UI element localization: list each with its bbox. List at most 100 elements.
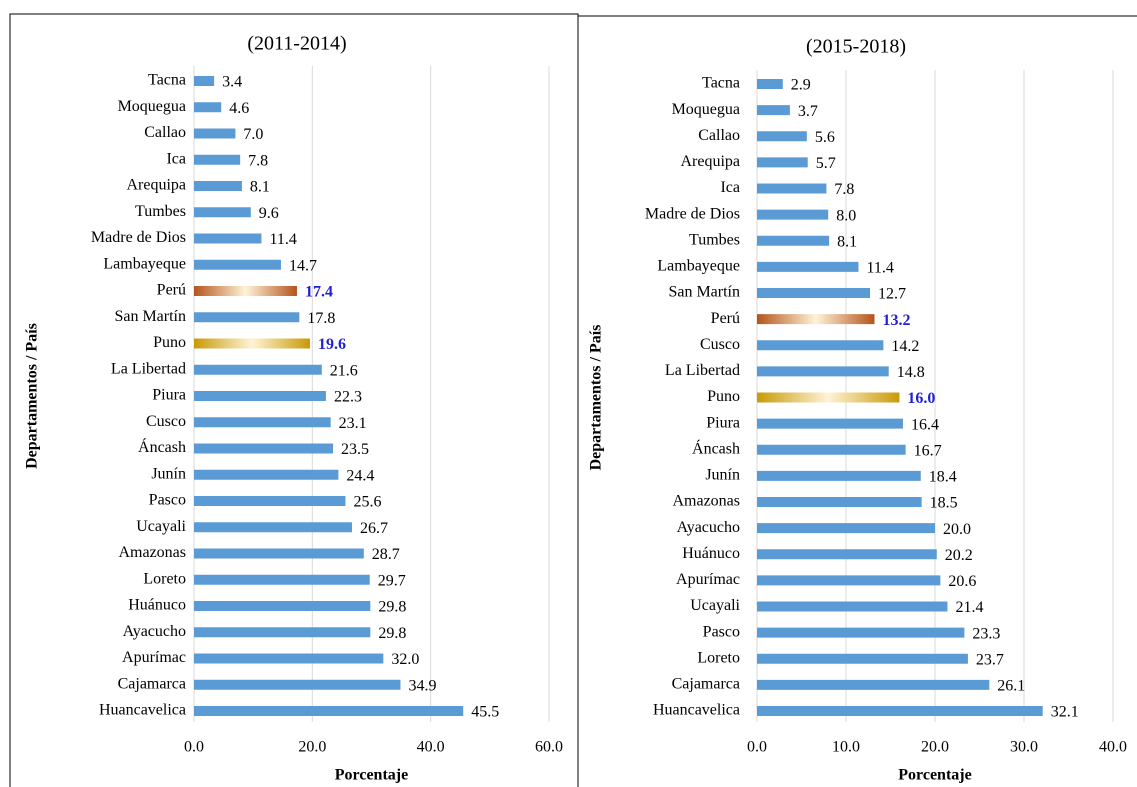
- x-axis-title: Porcentaje: [335, 767, 408, 784]
- y-tick-label: Huancavelica: [653, 702, 740, 719]
- bar: [194, 627, 371, 638]
- value-label: 23.3: [972, 625, 1000, 642]
- value-label: 32.1: [1051, 704, 1079, 721]
- y-tick-label: Cajamarca: [118, 675, 186, 692]
- bar: [757, 183, 827, 194]
- y-tick-label: Loreto: [143, 570, 186, 587]
- value-label: 16.4: [911, 416, 939, 433]
- value-label: 18.5: [930, 495, 958, 512]
- y-tick-label: Pasco: [149, 492, 186, 509]
- value-label: 26.7: [360, 520, 388, 537]
- value-label: 12.7: [878, 286, 906, 303]
- bar: [757, 105, 790, 116]
- bar: [757, 549, 937, 560]
- y-tick-label: Huánuco: [682, 545, 740, 562]
- y-tick-label: Perú: [711, 310, 740, 327]
- value-label: 23.7: [976, 651, 1004, 668]
- value-label: 7.0: [243, 126, 263, 143]
- value-label: 3.7: [798, 103, 818, 120]
- value-label: 2.9: [791, 77, 811, 94]
- y-tick-label: Pasco: [703, 623, 740, 640]
- value-label: 28.7: [372, 546, 400, 563]
- value-label: 24.4: [346, 467, 374, 484]
- y-tick-label: Madre de Dios: [91, 229, 186, 246]
- y-tick-label: Tumbes: [689, 231, 740, 248]
- bar: [757, 418, 903, 429]
- bar: [757, 79, 783, 89]
- bar: [194, 391, 326, 401]
- value-label: 14.2: [891, 338, 919, 355]
- bar: [757, 601, 948, 612]
- value-label: 14.7: [289, 257, 317, 274]
- y-tick-label: Lambayeque: [657, 258, 740, 275]
- y-tick-label: San Martín: [668, 284, 740, 301]
- bar: [757, 288, 871, 298]
- bar: [757, 157, 808, 168]
- y-tick-label: Amazonas: [672, 493, 740, 510]
- y-tick-label: Piura: [706, 414, 740, 431]
- panel-border: [577, 15, 1137, 787]
- value-label: 7.8: [834, 181, 854, 198]
- chart-title: (2015-2018): [806, 36, 906, 58]
- bar: [757, 209, 829, 220]
- value-label: 5.7: [816, 155, 836, 172]
- value-label: 45.5: [471, 704, 499, 721]
- bar: [194, 679, 401, 690]
- bar: [757, 627, 965, 638]
- x-tick-label: 10.0: [832, 739, 860, 756]
- value-label: 17.4: [305, 284, 333, 301]
- x-tick-label: 60.0: [535, 739, 563, 756]
- value-label: 32.0: [391, 651, 419, 668]
- bar: [194, 154, 241, 165]
- bar: [757, 366, 889, 377]
- y-tick-label: Cusco: [700, 336, 740, 353]
- y-tick-label: Loreto: [697, 649, 740, 666]
- bar: [757, 679, 990, 690]
- value-label: 5.6: [815, 129, 835, 146]
- value-label: 8.0: [836, 207, 856, 224]
- y-tick-label: Callao: [698, 127, 740, 144]
- y-tick-label: Ayacucho: [677, 519, 740, 536]
- bar: [194, 653, 384, 664]
- value-label: 11.4: [269, 231, 296, 248]
- y-tick-label: Arequipa: [680, 153, 740, 170]
- value-label: 29.8: [378, 599, 406, 616]
- value-label: 29.7: [378, 572, 406, 589]
- y-tick-label: Arequipa: [126, 177, 186, 194]
- y-tick-label: Junín: [151, 465, 186, 482]
- value-label: 13.2: [882, 312, 910, 329]
- y-tick-label: Puno: [153, 334, 186, 351]
- bar: [757, 314, 875, 325]
- bar: [194, 706, 464, 716]
- bar: [757, 653, 968, 664]
- bar: [194, 286, 297, 296]
- value-label: 8.1: [837, 233, 857, 250]
- y-axis-title: Departamentos / País: [588, 325, 605, 471]
- value-label: 21.4: [955, 599, 983, 616]
- value-label: 16.7: [914, 442, 942, 459]
- y-tick-label: Huánuco: [128, 597, 186, 614]
- y-tick-label: Tacna: [148, 72, 186, 89]
- value-label: 29.8: [378, 625, 406, 642]
- value-label: 22.3: [334, 389, 362, 406]
- bar: [194, 522, 352, 533]
- y-axis-title: Departamentos / País: [24, 323, 41, 469]
- y-tick-label: Piura: [152, 387, 186, 404]
- value-label: 4.6: [229, 100, 249, 117]
- value-label: 11.4: [866, 260, 893, 277]
- bar: [757, 470, 921, 481]
- bar: [194, 496, 346, 506]
- x-tick-label: 30.0: [1010, 739, 1038, 756]
- y-tick-label: La Libertad: [111, 360, 186, 377]
- x-tick-label: 0.0: [184, 739, 204, 756]
- bar: [194, 548, 364, 559]
- y-tick-label: Lambayeque: [103, 255, 186, 272]
- x-tick-label: 40.0: [417, 739, 445, 756]
- bar: [194, 574, 370, 585]
- bar: [757, 235, 830, 246]
- y-tick-label: Cusco: [146, 413, 186, 430]
- bar: [194, 102, 222, 113]
- y-tick-label: Perú: [157, 282, 186, 299]
